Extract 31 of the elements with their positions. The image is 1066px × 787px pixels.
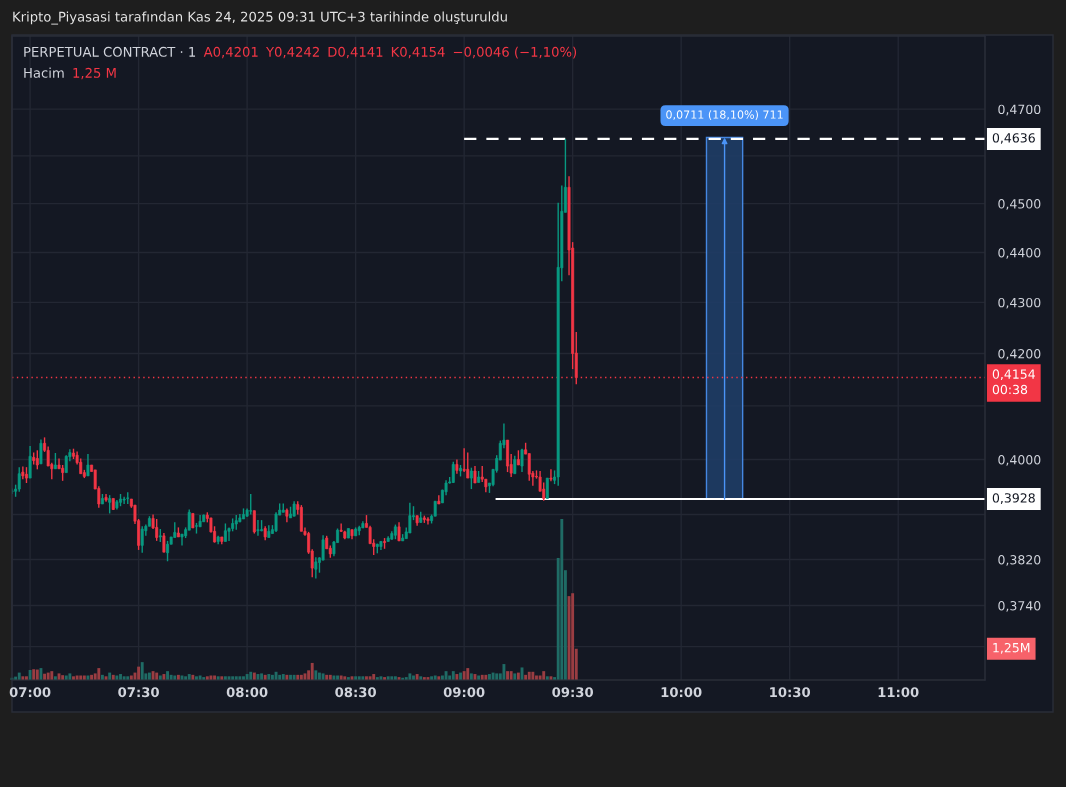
annotation: K0,4154 [391,46,445,59]
x-tick-label: 07:00 [9,687,51,698]
y-tick-label: 0,4300 [998,297,1041,309]
annotation: −0,0046 (−1,10%) [453,46,577,59]
x-tick-label: 09:00 [443,687,485,698]
y-tick-label: 0,4700 [998,104,1041,116]
text: PERPETUAL CONTRACT · 1 [24,46,196,57]
y-tick-label: 0,4200 [998,349,1041,360]
y-tick-label: 0,3820 [998,555,1041,566]
text: Kripto_Piyasasi tarafından Kas 24, 2025 09:31 UTC+3 tarihinde oluşturuldu [13,11,507,25]
annotation: Y0,4242 [265,46,319,59]
ref-line-label: 0,4154 00:38 [992,369,1035,395]
data-label: 0,3928 [992,493,1035,504]
x-tick-label: 08:30 [335,687,376,698]
x-tick-label: 10:00 [661,687,702,698]
x-tick-label: 11:00 [878,687,919,698]
x-tick-label: 08:00 [226,687,268,698]
data-label: 0,0711 (18,10%) 711 [666,110,783,121]
y-tick-label: 0,3740 [998,601,1041,612]
annotation: D0,4141 [328,46,383,59]
y-tick-label: 0,4400 [998,247,1041,259]
annotation: A0,4201 [203,46,258,59]
x-tick-label: 07:30 [118,687,159,698]
y-tick-label: 0,4000 [998,455,1041,466]
chart-title: Hacim [24,67,64,78]
annotation: 1,25 M [73,67,116,80]
text: 1,25M [993,642,1030,654]
y-tick-label: 0,4500 [998,199,1041,210]
x-tick-label: 09:30 [552,687,594,698]
data-label: 0,4636 [992,133,1035,144]
x-tick-label: 10:30 [770,687,811,698]
